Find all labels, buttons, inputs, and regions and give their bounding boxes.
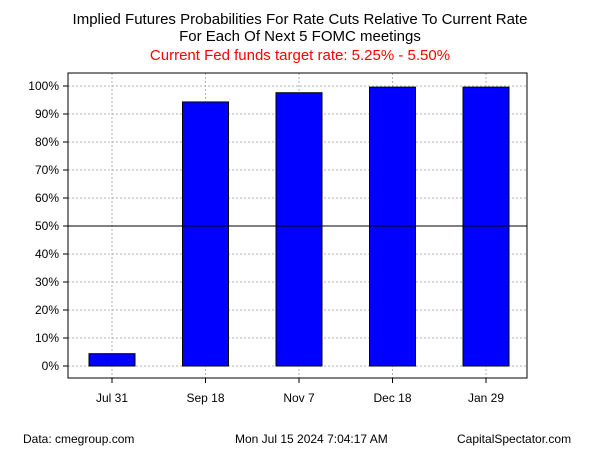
y-tick-label: 40% xyxy=(35,247,59,261)
bar-jan-29 xyxy=(462,86,510,367)
y-tick-label: 80% xyxy=(35,135,59,149)
y-tick-label: 30% xyxy=(35,275,59,289)
data-source: Data: cmegroup.com xyxy=(23,432,135,446)
bar-dec-18 xyxy=(369,86,416,367)
bar-jul-31 xyxy=(88,353,136,367)
x-axis: Jul 31 Sep 18 Nov 7 Dec 18 Jan 29 xyxy=(96,378,504,405)
y-tick-label: 0% xyxy=(42,359,60,373)
x-tick-label: Sep 18 xyxy=(186,391,224,405)
y-tick-label: 60% xyxy=(35,191,59,205)
brand-credit: CapitalSpectator.com xyxy=(457,432,572,446)
y-tick-label: 100% xyxy=(28,79,59,93)
bar-sep-18 xyxy=(182,101,229,367)
y-tick-label: 50% xyxy=(35,219,59,233)
chart-title-line2: For Each Of Next 5 FOMC meetings xyxy=(179,28,421,45)
y-axis: 0% 10% 20% 30% 40% 50% 60% 70% 80% 90% 100% xyxy=(28,79,68,373)
y-tick-label: 90% xyxy=(35,107,59,121)
x-tick-label: Jan 29 xyxy=(468,391,504,405)
bars xyxy=(88,86,510,367)
y-tick-label: 10% xyxy=(35,331,59,345)
y-tick-label: 20% xyxy=(35,303,59,317)
x-tick-label: Nov 7 xyxy=(283,391,315,405)
bar-nov-7 xyxy=(275,92,323,367)
chart-subtitle: Current Fed funds target rate: 5.25% - 5… xyxy=(149,47,451,64)
y-tick-label: 70% xyxy=(35,163,59,177)
x-tick-label: Dec 18 xyxy=(373,391,411,405)
x-tick-label: Jul 31 xyxy=(96,391,128,405)
chart-title: Implied Futures Probabilities For Rate C… xyxy=(72,11,528,28)
timestamp: Mon Jul 15 2024 7:04:17 AM xyxy=(235,432,388,446)
